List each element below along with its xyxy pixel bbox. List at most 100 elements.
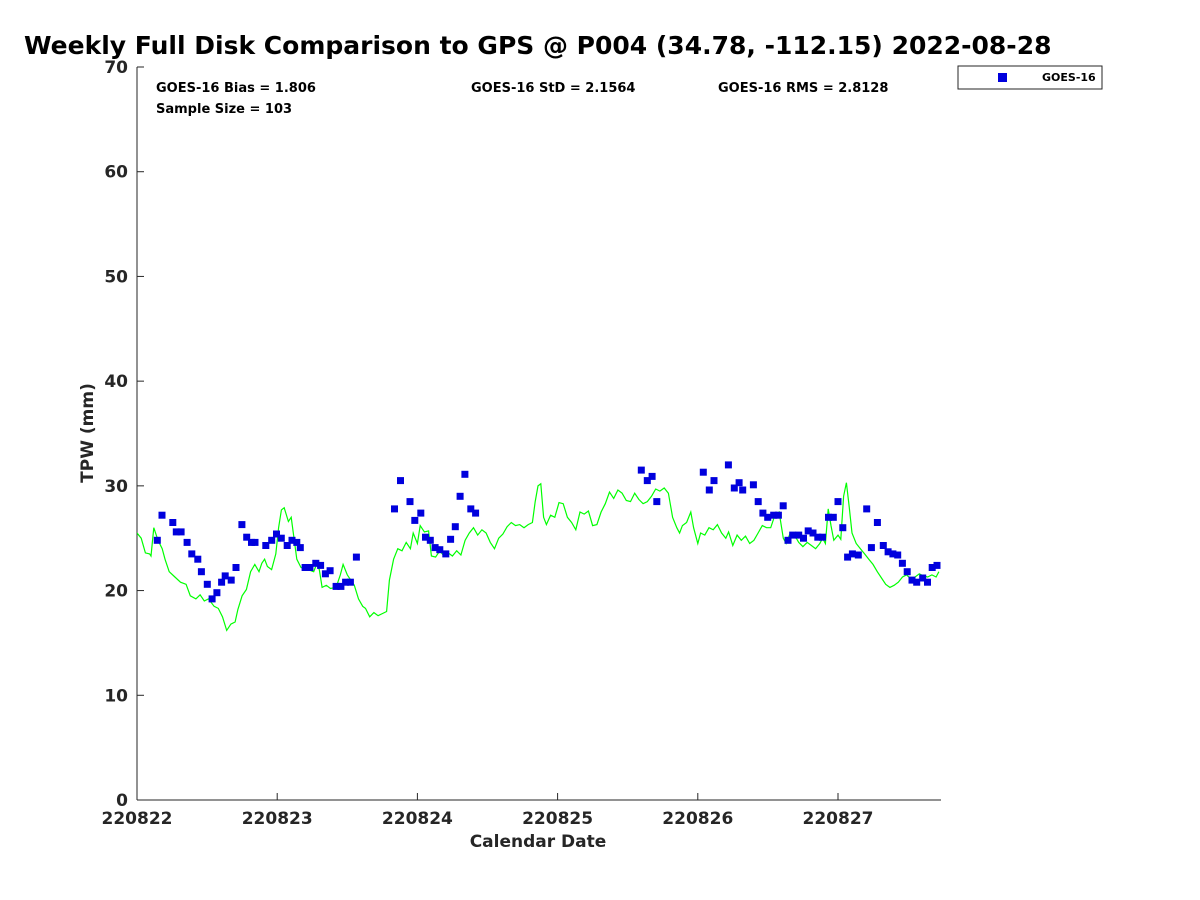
goes-point (332, 582, 340, 590)
goes-point (221, 572, 229, 580)
gps-line (137, 482, 940, 632)
stat-rms: GOES-16 RMS = 2.8128 (718, 81, 888, 96)
goes-point (834, 498, 842, 506)
goes-point (213, 589, 221, 597)
goes-point (789, 531, 797, 539)
goes-point (648, 472, 656, 480)
goes-point (337, 582, 345, 590)
goes-point (699, 468, 707, 476)
goes-point (873, 519, 881, 526)
goes-point (397, 477, 404, 485)
goes-point (879, 542, 887, 549)
x-tick-label: 220823 (242, 809, 313, 829)
goes-point (456, 492, 464, 500)
goes-point (724, 461, 732, 469)
x-tick-label: 220824 (382, 809, 453, 829)
goes-point (391, 505, 398, 513)
legend-marker-goes (998, 73, 1007, 82)
goes-point (928, 564, 936, 571)
legend-label-goes: GOES-16 (1042, 71, 1096, 84)
goes-point (653, 498, 661, 506)
goes-point (296, 544, 304, 552)
goes-point (933, 561, 941, 569)
goes-point (288, 536, 296, 544)
legend: GOES-16 (957, 65, 1103, 90)
goes-point (177, 528, 185, 536)
goes-point (774, 511, 782, 519)
goes-point (317, 561, 325, 569)
goes-point (784, 536, 792, 544)
x-tick-label: 220822 (102, 809, 173, 829)
goes-point (889, 550, 897, 558)
goes-point (898, 559, 906, 567)
goes-point (447, 535, 455, 543)
y-tick-label: 50 (104, 267, 128, 287)
goes-point (770, 511, 778, 519)
goes-point (169, 519, 177, 526)
goes-point (194, 555, 202, 563)
goes-point (262, 542, 270, 549)
goes-point (218, 578, 226, 586)
goes-point (894, 551, 902, 559)
y-tick-label: 10 (104, 686, 128, 706)
goes-point (804, 527, 812, 535)
goes-point (884, 548, 892, 556)
goes-point (431, 544, 439, 552)
goes-point (854, 551, 862, 559)
goes-point (913, 578, 921, 586)
goes-point (172, 528, 180, 536)
goes-point (839, 524, 847, 532)
goes-point (251, 538, 259, 546)
goes-point (422, 533, 429, 541)
goes-point (326, 567, 334, 575)
y-tick-label: 40 (104, 372, 128, 392)
stat-bias: GOES-16 Bias = 1.806 (156, 81, 316, 96)
goes-point (268, 536, 276, 544)
goes-point (293, 538, 301, 546)
goes-point (867, 544, 875, 552)
goes-point (924, 578, 931, 586)
goes-point (277, 534, 285, 542)
goes-point (208, 595, 216, 603)
y-tick-label: 70 (104, 58, 128, 78)
goes-point (273, 530, 280, 538)
legend-box (957, 65, 1103, 90)
goes-point (312, 559, 320, 567)
y-tick-label: 0 (116, 791, 128, 811)
goes-point (643, 477, 651, 485)
stat-sample-size: Sample Size = 103 (156, 102, 292, 117)
goes-point (346, 578, 354, 586)
goes-point (158, 511, 166, 519)
goes-point (411, 516, 419, 524)
goes-point (754, 498, 762, 506)
y-tick-label: 60 (104, 163, 128, 183)
gps-series (137, 482, 940, 632)
x-tick-label: 220827 (803, 809, 874, 829)
y-tick-label: 20 (104, 582, 128, 602)
goes-point (406, 498, 414, 506)
goes-point (819, 533, 826, 541)
goes-point (243, 533, 251, 541)
goes-point (705, 486, 713, 494)
goes-point (461, 470, 469, 478)
goes-point (352, 553, 360, 561)
goes-point (321, 570, 329, 578)
goes-point (306, 564, 314, 571)
axes: 0 10 20 30 40 50 60 70 220822 220823 220824 220825 2… (102, 58, 941, 829)
goes-point (153, 536, 161, 544)
goes-point (800, 534, 807, 542)
goes-point (764, 513, 772, 521)
goes-point (442, 550, 450, 558)
chart-title: Weekly Full Disk Comparison to GPS @ P00… (24, 31, 1051, 60)
goes-point (749, 481, 757, 489)
y-axis-label: TPW (mm) (78, 383, 98, 483)
goes-point (919, 574, 927, 582)
y-tick-label: 30 (104, 477, 128, 497)
goes-point (844, 553, 852, 561)
goes-point (814, 533, 822, 541)
goes-point (710, 477, 718, 485)
goes-point (232, 564, 240, 571)
goes-point (451, 523, 459, 531)
goes-point (472, 509, 480, 517)
